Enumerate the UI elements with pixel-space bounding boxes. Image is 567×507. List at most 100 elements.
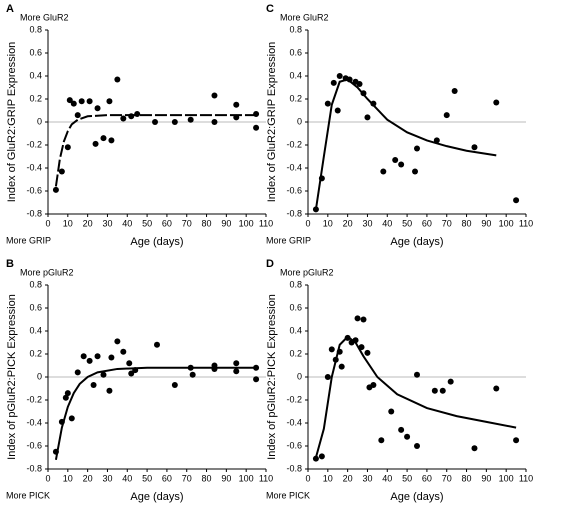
x-tick-label: 70 [442,473,452,483]
y-tick-label: -0.8 [286,463,302,473]
y-tick-label: -0.4 [286,417,302,427]
bottom-label: More GRIP [266,235,311,245]
y-tick-label: 0.8 [29,24,42,34]
data-point [154,341,160,348]
data-point [78,98,85,105]
data-point [447,378,454,385]
data-point [171,119,178,125]
data-point [433,137,440,144]
data-point [451,87,458,94]
x-axis-label: Age (days) [130,236,183,248]
x-tick-label: 70 [182,473,192,483]
y-tick-label: -0.2 [286,139,302,149]
data-point [66,97,73,104]
y-axis-label: Index of pGluR2:PICK Expression [6,294,18,460]
y-tick-label: 0.2 [289,348,302,358]
data-point [62,394,69,401]
y-tick-label: 0 [297,371,302,381]
fit-curve [314,78,497,210]
data-point [328,346,335,353]
panel-letter: B [6,258,14,270]
x-tick-label: 0 [305,473,310,483]
data-point [114,76,121,83]
data-point [233,368,240,375]
data-point [398,426,405,433]
x-tick-label: 60 [422,473,432,483]
y-tick-label: 0.6 [29,302,42,312]
y-axis-label: Index of GluR2:GRIP Expression [6,42,18,203]
data-point [493,99,500,106]
data-point [360,90,367,97]
data-point [58,418,65,425]
y-tick-label: 0.8 [289,24,302,34]
data-point [513,197,520,204]
data-point [211,362,218,369]
data-point [513,437,520,444]
x-tick-label: 10 [63,218,73,228]
data-point [58,168,65,175]
data-point [443,112,450,119]
x-tick-label: 40 [382,218,392,228]
data-point [114,338,121,345]
data-point [312,206,319,213]
x-tick-label: 100 [239,218,254,228]
data-point [68,415,75,422]
x-tick-label: 90 [481,473,491,483]
x-tick-label: 50 [142,218,152,228]
y-tick-label: 0.2 [29,348,42,358]
data-point [324,374,331,380]
x-tick-label: 10 [323,473,333,483]
x-tick-label: 20 [83,218,93,228]
y-tick-label: -0.6 [286,185,302,195]
bottom-label: More PICK [6,490,50,500]
x-tick-label: 50 [142,473,152,483]
x-tick-label: 40 [382,473,392,483]
data-point [392,156,399,163]
data-point [132,367,139,374]
data-point [253,364,260,371]
data-point [354,315,361,322]
x-tick-label: 100 [499,473,514,483]
data-point [358,344,365,351]
data-point [100,371,107,378]
data-point [128,370,135,377]
y-tick-label: 0.6 [29,47,42,57]
data-point [108,354,115,361]
top-label: More GluR2 [20,12,69,22]
data-point [90,382,97,389]
data-point [338,363,345,370]
data-point [211,119,218,125]
fit-curve [54,366,257,460]
x-tick-label: 50 [402,218,412,228]
x-tick-label: 10 [63,473,73,483]
y-tick-label: -0.6 [26,440,42,450]
data-point [398,161,405,168]
data-point [80,353,87,360]
data-point [360,316,367,323]
x-tick-label: 40 [122,218,132,228]
y-tick-label: 0.8 [29,279,42,289]
data-point [134,110,141,117]
y-tick-label: -0.8 [26,463,42,473]
data-point [336,73,343,79]
data-point [189,371,196,378]
x-tick-label: 70 [182,218,192,228]
data-point [120,115,127,122]
data-point [70,100,77,107]
x-tick-label: 110 [519,473,533,483]
panel-letter: A [6,3,14,15]
bottom-label: More GRIP [6,235,51,245]
x-tick-label: 30 [102,473,112,483]
top-label: More pGluR2 [20,267,74,277]
x-tick-label: 100 [239,473,254,483]
y-tick-label: 0.4 [29,325,42,335]
x-tick-label: 90 [221,473,231,483]
data-point [344,334,351,341]
x-tick-label: 20 [343,218,353,228]
x-tick-label: 110 [259,218,273,228]
data-point [253,110,260,117]
data-point [378,437,385,444]
x-tick-label: 60 [422,218,432,228]
data-point [64,144,71,151]
